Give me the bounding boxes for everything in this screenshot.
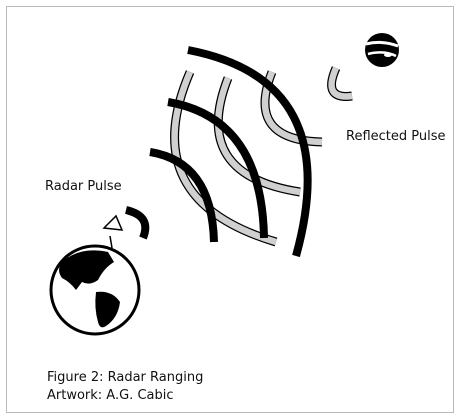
diagram: Radar Pulse Reflected Pulse Figure 2: Ra… xyxy=(0,0,460,419)
planet xyxy=(365,33,399,67)
reflected-pulse-label: Reflected Pulse xyxy=(346,129,446,144)
radar-pulse-label: Radar Pulse xyxy=(45,179,122,194)
caption-credit: Artwork: A.G. Cabic xyxy=(47,388,174,403)
diagram-canvas: Radar Pulse Reflected Pulse Figure 2: Ra… xyxy=(0,0,460,419)
frame xyxy=(7,7,454,413)
earth xyxy=(51,246,139,334)
caption-title: Figure 2: Radar Ranging xyxy=(47,370,203,385)
